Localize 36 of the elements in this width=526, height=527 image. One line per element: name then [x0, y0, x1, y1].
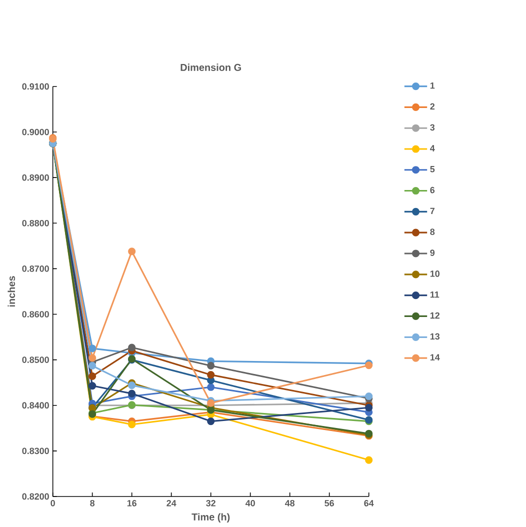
legend-label: 14	[430, 354, 440, 360]
legend-label: 4	[430, 145, 435, 152]
legend-label: 12	[430, 312, 440, 319]
legend-label: 1	[430, 82, 435, 89]
x-tick-label: 56	[324, 500, 334, 506]
x-tick-label: 24	[166, 500, 176, 506]
y-tick-label: 0.9100	[22, 83, 49, 90]
legend-label: 7	[430, 208, 434, 214]
x-tick-label: 16	[127, 500, 136, 506]
legend-label: 10	[430, 270, 440, 277]
x-tick-label: 48	[284, 500, 295, 506]
legend-label: 6	[430, 186, 435, 194]
y-tick-label: 0.8700	[22, 266, 49, 272]
y-tick-label: 0.8800	[22, 220, 49, 226]
y-tick-label: 0.8900	[22, 174, 49, 181]
legend-label: 5	[430, 166, 435, 172]
y-tick-label: 0.8300	[22, 448, 49, 454]
y-axis-title: inches	[8, 276, 16, 307]
x-tick-label: 40	[245, 500, 255, 506]
x-axis-title: Time (h)	[192, 513, 230, 522]
y-tick-label: 0.8500	[22, 356, 49, 363]
legend-label: 13	[430, 333, 440, 340]
y-tick-label: 0.8400	[22, 402, 49, 409]
y-tick-label: 0.8600	[22, 311, 49, 318]
legend-label: 2	[430, 103, 435, 110]
legend-label: 8	[430, 228, 435, 236]
chart-title: Dimension G	[180, 64, 241, 71]
legend-label: 9	[430, 250, 435, 256]
x-tick-label: 64	[364, 500, 374, 506]
legend-label: 11	[430, 291, 440, 298]
x-tick-label: 0	[50, 500, 55, 506]
x-tick-label: 8	[90, 500, 95, 506]
x-tick-label: 32	[206, 500, 216, 506]
y-tick-label: 0.9000	[22, 128, 49, 136]
legend-label: 3	[430, 124, 435, 131]
y-tick-label: 0.8200	[22, 493, 49, 500]
